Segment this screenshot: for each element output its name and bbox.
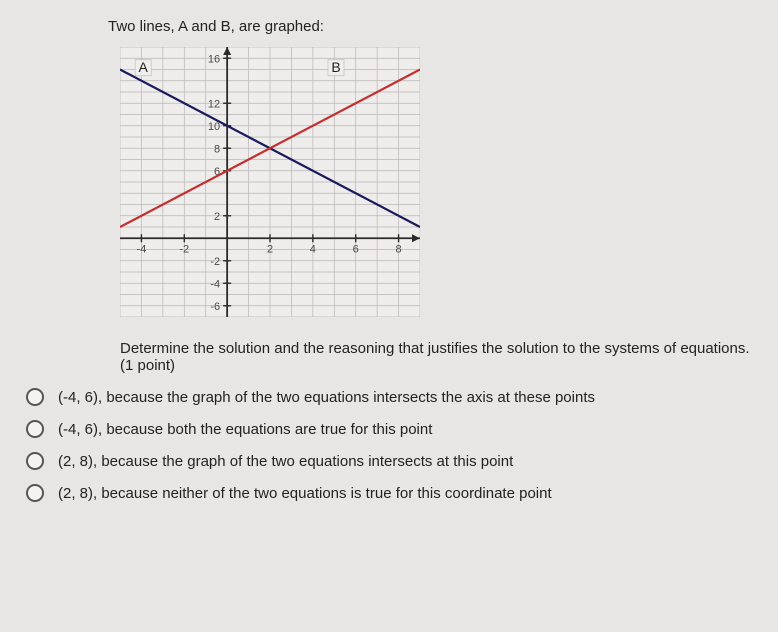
- option-2-text: (-4, 6), because both the equations are …: [58, 421, 432, 438]
- svg-text:A: A: [138, 59, 148, 75]
- radio-icon[interactable]: [26, 452, 44, 470]
- svg-text:-2: -2: [179, 243, 189, 255]
- svg-text:-4: -4: [210, 278, 220, 290]
- svg-text:16: 16: [208, 53, 220, 65]
- option-3-text: (2, 8), because the graph of the two equ…: [58, 453, 513, 470]
- option-4-text: (2, 8), because neither of the two equat…: [58, 485, 552, 502]
- svg-text:12: 12: [208, 98, 220, 110]
- option-1[interactable]: (-4, 6), because the graph of the two eq…: [26, 388, 758, 406]
- svg-text:10: 10: [208, 121, 220, 133]
- svg-text:-4: -4: [137, 243, 147, 255]
- radio-icon[interactable]: [26, 420, 44, 438]
- option-4[interactable]: (2, 8), because neither of the two equat…: [26, 484, 758, 502]
- option-3[interactable]: (2, 8), because the graph of the two equ…: [26, 452, 758, 470]
- svg-text:B: B: [331, 59, 340, 75]
- svg-text:2: 2: [267, 243, 273, 255]
- svg-text:8: 8: [214, 143, 220, 155]
- svg-text:-6: -6: [210, 301, 220, 313]
- prompt-text: Two lines, A and B, are graphed:: [108, 18, 758, 35]
- coordinate-graph: -4-22468-6-4-2268101216AB: [120, 47, 420, 317]
- option-1-text: (-4, 6), because the graph of the two eq…: [58, 389, 595, 406]
- svg-text:4: 4: [310, 243, 316, 255]
- svg-text:-2: -2: [210, 256, 220, 268]
- svg-text:8: 8: [396, 243, 402, 255]
- option-2[interactable]: (-4, 6), because both the equations are …: [26, 420, 758, 438]
- question-page: Two lines, A and B, are graphed: -4 -2 2 4 6…: [0, 0, 778, 534]
- svg-text:2: 2: [214, 211, 220, 223]
- radio-icon[interactable]: [26, 484, 44, 502]
- question-text: Determine the solution and the reasoning…: [120, 340, 758, 374]
- svg-text:6: 6: [353, 243, 359, 255]
- radio-icon[interactable]: [26, 388, 44, 406]
- graph-container: -4-22468-6-4-2268101216AB: [120, 47, 758, 322]
